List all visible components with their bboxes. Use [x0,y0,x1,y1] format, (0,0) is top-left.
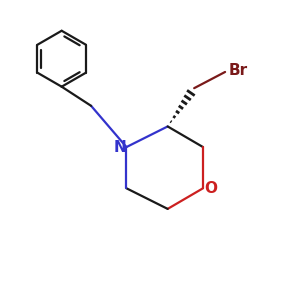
Text: Br: Br [229,63,248,78]
Text: O: O [205,181,218,196]
Text: N: N [114,140,126,154]
